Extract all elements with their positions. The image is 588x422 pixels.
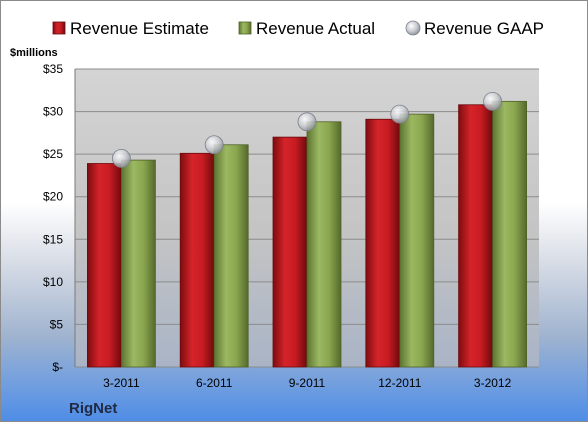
x-tick-label: 3-2012 [474, 376, 512, 390]
bar-revenue-estimate [365, 118, 401, 368]
y-tick-label: $10 [43, 275, 63, 289]
bars [87, 100, 528, 368]
legend: Revenue Estimate Revenue Actual Revenue GA… [52, 19, 544, 38]
x-tick-label: 12-2011 [378, 376, 421, 390]
bar-revenue-actual [306, 121, 342, 368]
bar-revenue-actual [399, 113, 435, 368]
legend-swatch [405, 20, 421, 36]
marker-revenue-gaap [483, 91, 503, 111]
bar-revenue-estimate [87, 163, 122, 368]
marker-revenue-gaap [112, 148, 131, 168]
bar-revenue-actual [492, 100, 528, 368]
y-tick-label: $20 [43, 190, 63, 204]
bar-revenue-estimate [272, 136, 308, 368]
legend-label: Revenue GAAP [424, 19, 544, 38]
gaap-markers [112, 91, 503, 168]
legend-swatch [52, 21, 66, 35]
bar-revenue-estimate [179, 152, 215, 368]
y-tick-label: $25 [43, 147, 63, 161]
legend-label: Revenue Actual [256, 19, 375, 38]
bar-revenue-estimate [458, 104, 494, 368]
marker-revenue-gaap [297, 112, 317, 132]
marker-revenue-gaap [390, 104, 410, 124]
y-tick-label: $15 [43, 232, 63, 246]
y-tick-label: $35 [43, 62, 63, 76]
legend-swatch [238, 21, 252, 35]
y-tick-label: $- [52, 360, 63, 374]
x-tick-label: 3-2011 [103, 376, 140, 390]
y-axis: $- $5 $10 $15 $20 $25 $30 $35 [43, 62, 76, 374]
x-tick-label: 9-2011 [289, 376, 326, 390]
x-axis: 3-2011 6-2011 9-2011 12-2011 3-2012 [103, 376, 511, 390]
bar-revenue-actual [121, 159, 156, 368]
bar-revenue-actual [213, 144, 249, 368]
x-tick-label: 6-2011 [196, 376, 233, 390]
company-name: RigNet [69, 400, 117, 417]
legend-label: Revenue Estimate [70, 19, 209, 38]
y-tick-label: $30 [43, 105, 63, 119]
marker-revenue-gaap [204, 135, 224, 155]
y-axis-unit-label: $millions [10, 47, 58, 59]
y-tick-label: $5 [50, 317, 64, 331]
